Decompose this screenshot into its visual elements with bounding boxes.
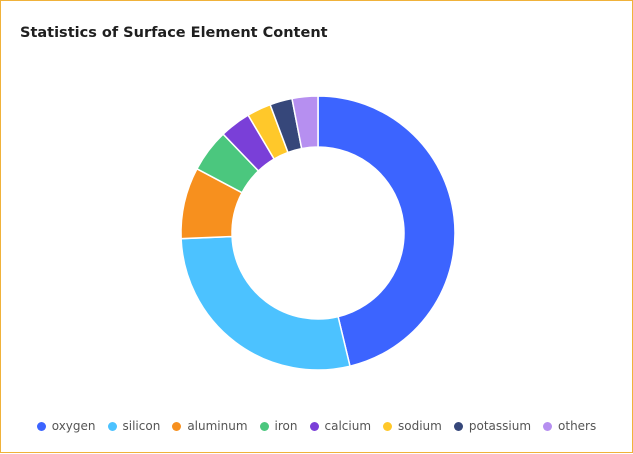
legend-marker: [453, 421, 463, 431]
slice-oxygen[interactable]: [317, 95, 456, 368]
legend-item-oxygen[interactable]: oxygen: [36, 419, 96, 433]
legend-item-calcium[interactable]: calcium: [309, 419, 372, 433]
legend-label: calcium: [324, 419, 372, 433]
legend-label: sodium: [398, 419, 442, 433]
chart-legend: oxygen silicon aluminum iron calcium sodium po…: [1, 419, 632, 433]
legend-item-potassium[interactable]: potassium: [453, 419, 532, 433]
slice-others[interactable]: [291, 95, 319, 150]
legend-item-others[interactable]: others: [543, 419, 596, 433]
legend-item-sodium[interactable]: sodium: [383, 419, 442, 433]
legend-label: potassium: [468, 419, 532, 433]
legend-marker: [36, 421, 46, 431]
legend-marker: [309, 421, 319, 431]
legend-label: silicon: [122, 419, 161, 433]
legend-marker: [383, 421, 393, 431]
legend-label: others: [558, 419, 597, 433]
legend-item-aluminum[interactable]: aluminum: [172, 419, 248, 433]
legend-marker: [172, 421, 182, 431]
legend-label: iron: [274, 419, 298, 433]
legend-marker: [259, 421, 269, 431]
legend-label: aluminum: [187, 419, 248, 433]
legend-marker: [543, 421, 553, 431]
slice-silicon[interactable]: [180, 235, 351, 371]
legend-label: oxygen: [51, 419, 96, 433]
legend-item-silicon[interactable]: silicon: [107, 419, 161, 433]
legend-marker: [107, 421, 117, 431]
chart-title: Statistics of Surface Element Content: [20, 25, 328, 41]
legend-item-iron[interactable]: iron: [259, 419, 298, 433]
